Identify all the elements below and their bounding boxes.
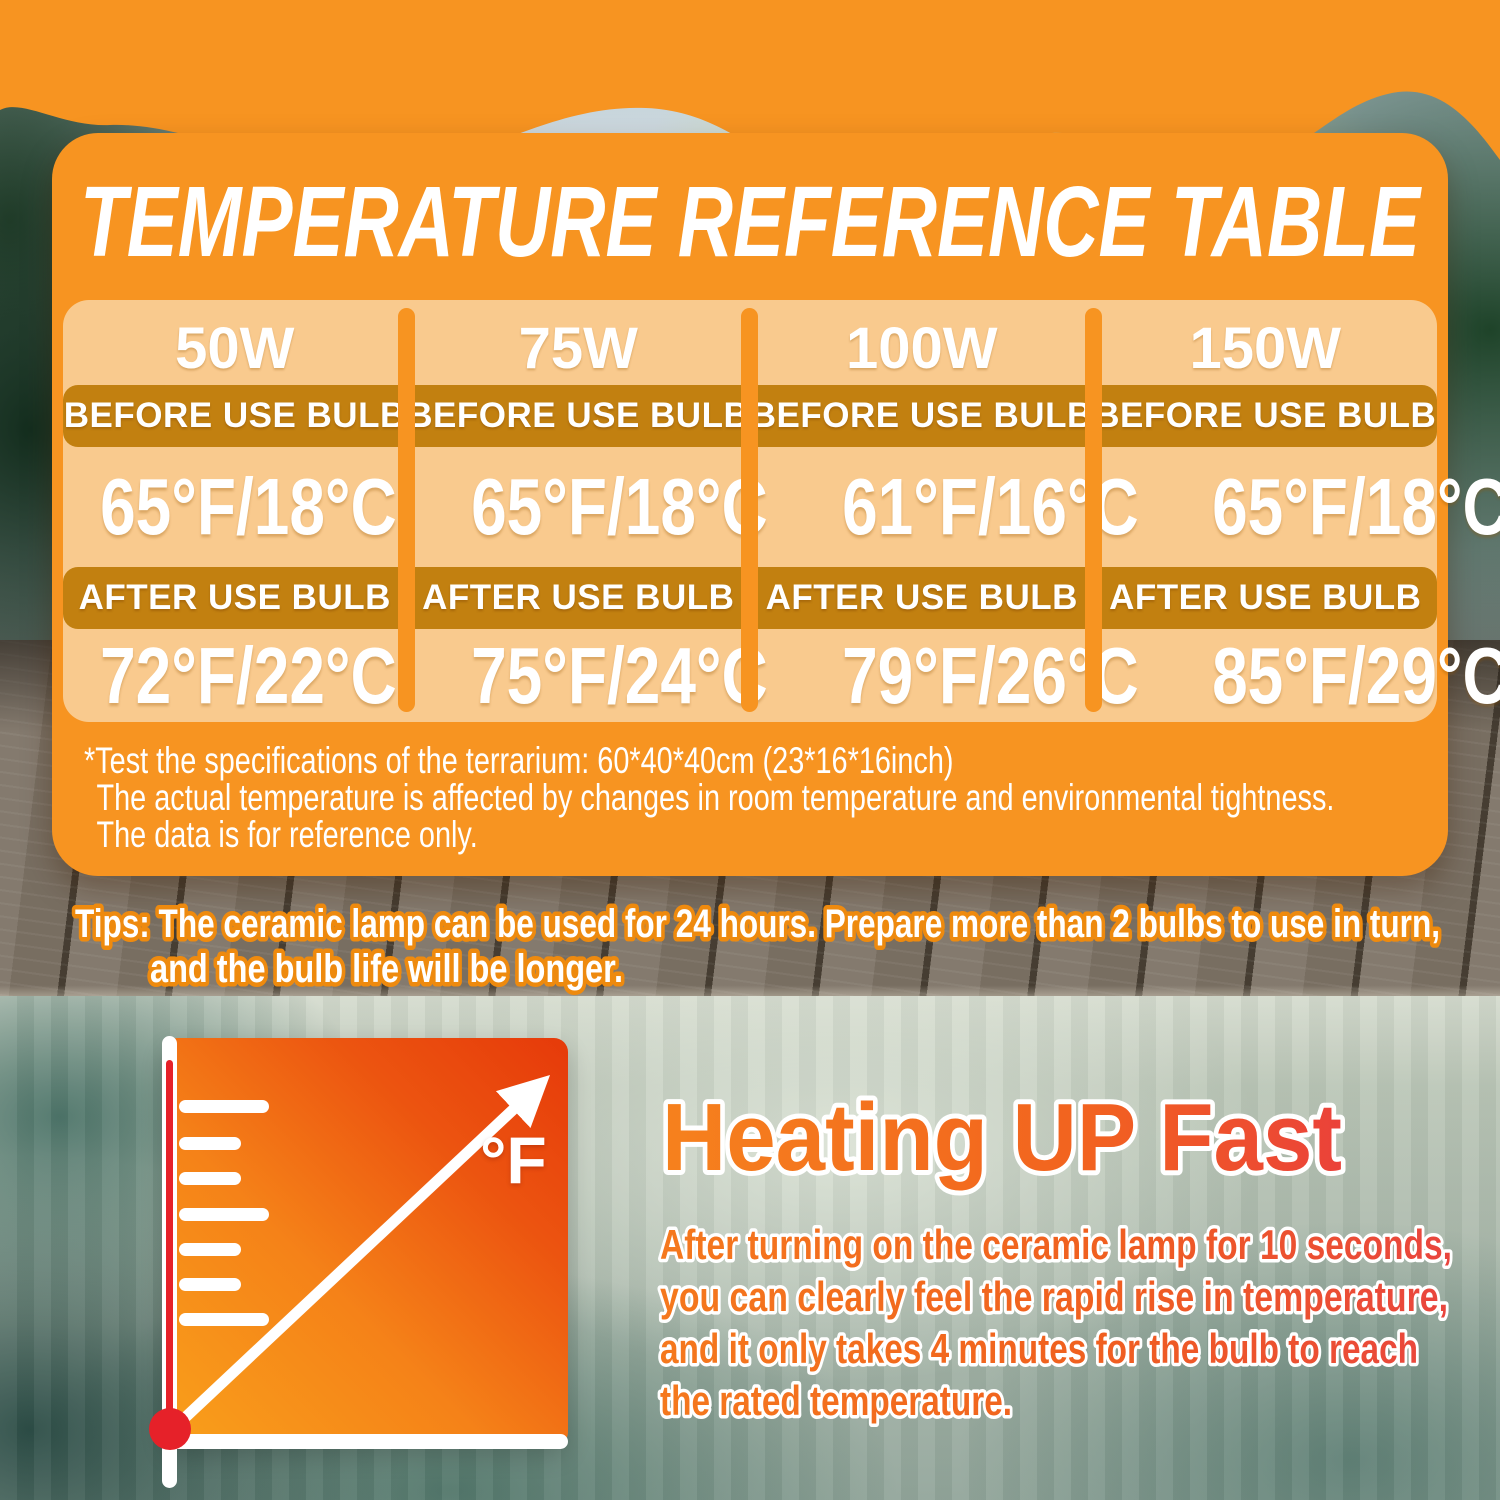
heating-heading-text: Heating UP Fast: [662, 1084, 1342, 1191]
wattage-50w: 50W: [175, 316, 295, 381]
temp-value: 65°F/18°C: [1212, 462, 1500, 551]
temp-value: 65°F/18°C: [100, 462, 397, 551]
after-value-75w: 75°F/24°C: [434, 629, 805, 722]
footnote: *Test the specifications of the terrariu…: [84, 742, 1449, 853]
after-label: AFTER USE BULB: [78, 578, 391, 617]
wattage-row: 50W 75W 100W 150W: [63, 300, 1437, 385]
before-value-100w: 61°F/16°C: [805, 447, 1176, 567]
paragraph-line-2: you can clearly feel the rapid rise in t…: [660, 1273, 1448, 1320]
heating-heading: Heating UP Fast: [657, 1079, 1347, 1196]
after-label: AFTER USE BULB: [422, 578, 735, 617]
wattage-100w: 100W: [845, 316, 998, 381]
paragraph-line-3: and it only takes 4 minutes for the bulb…: [660, 1325, 1418, 1372]
temp-value: 65°F/18°C: [470, 462, 768, 551]
paragraph-line-1: After turning on the ceramic lamp for 10…: [660, 1221, 1452, 1268]
temp-value: 72°F/22°C: [100, 630, 397, 720]
before-label: BEFORE USE BULB: [750, 396, 1093, 435]
before-value-50w: 65°F/18°C: [63, 447, 434, 567]
tick-mark: [179, 1243, 241, 1256]
page-title: TEMPERATURE REFERENCE TABLE: [80, 166, 1423, 278]
before-label: BEFORE USE BULB: [63, 396, 406, 435]
heating-paragraph: After turning on the ceramic lamp for 10…: [657, 1218, 1456, 1428]
tick-mark: [179, 1208, 269, 1221]
tips-text: Tips: The ceramic lamp can be used for 2…: [71, 898, 1445, 996]
before-value-150w: 65°F/18°C: [1175, 447, 1500, 567]
footnote-line-2: The actual temperature is affected by ch…: [96, 777, 1335, 818]
thermometer-bulb-icon: [149, 1408, 191, 1450]
column-divider: [398, 308, 415, 712]
footnote-line-3: The data is for reference only.: [96, 814, 478, 855]
before-label-row: BEFORE USE BULB BEFORE USE BULB BEFORE U…: [63, 385, 1437, 447]
footnote-line-1: *Test the specifications of the terrariu…: [84, 740, 954, 781]
thermometer-column: [166, 1060, 173, 1438]
tick-mark: [179, 1172, 241, 1185]
temp-value: 75°F/24°C: [470, 630, 768, 720]
after-value-50w: 72°F/22°C: [63, 629, 434, 722]
heating-chart-graphic: °F: [149, 1036, 568, 1488]
before-label: BEFORE USE BULB: [407, 396, 750, 435]
after-values-row: 72°F/22°C 75°F/24°C 79°F/26°C 85°F/29°C: [63, 629, 1500, 722]
fahrenheit-label: °F: [480, 1123, 547, 1197]
baseline-bar: [164, 1434, 568, 1449]
column-divider: [741, 308, 758, 712]
tick-mark: [179, 1137, 241, 1150]
paragraph-line-4: the rated temperature.: [660, 1377, 1012, 1424]
rising-arrow-icon: [170, 1074, 551, 1433]
wattage-75w: 75W: [518, 316, 638, 381]
before-value-75w: 65°F/18°C: [434, 447, 805, 567]
tick-mark: [179, 1100, 269, 1113]
after-value-150w: 85°F/29°C: [1175, 629, 1500, 722]
tips-line-2: and the bulb life will be longer.: [150, 947, 623, 991]
wattage-150w: 150W: [1189, 316, 1341, 381]
column-divider: [1085, 308, 1102, 712]
tick-mark: [179, 1278, 241, 1291]
temperature-table: 50W 75W 100W 150W BEFORE USE BULB BEFORE…: [63, 300, 1500, 722]
tick-mark: [179, 1313, 269, 1326]
tips-line-1: Tips: The ceramic lamp can be used for 2…: [75, 902, 1440, 946]
temp-value: 85°F/29°C: [1212, 630, 1500, 720]
after-value-100w: 79°F/26°C: [805, 629, 1176, 722]
after-label: AFTER USE BULB: [765, 578, 1078, 617]
after-label-row: AFTER USE BULB AFTER USE BULB AFTER USE …: [63, 567, 1437, 629]
after-label: AFTER USE BULB: [1109, 578, 1422, 617]
page-title-text: TEMPERATURE REFERENCE TABLE: [80, 166, 1423, 278]
before-label: BEFORE USE BULB: [1094, 396, 1437, 435]
